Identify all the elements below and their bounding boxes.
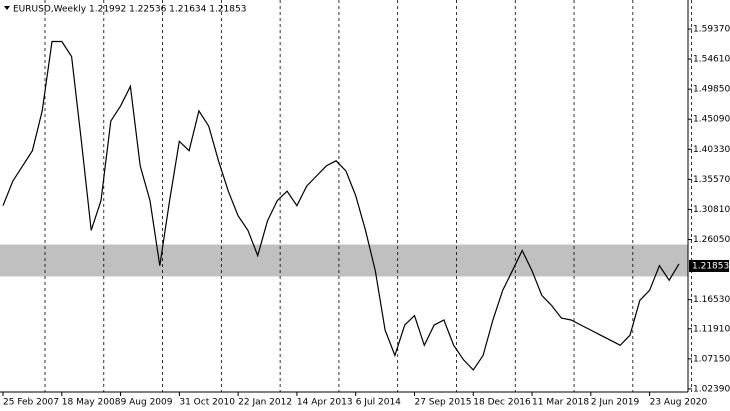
x-tick-label: 11 Mar 2018 xyxy=(532,398,589,408)
x-tick-label: 6 Jul 2014 xyxy=(356,398,401,408)
y-tick-label: 1.30810 xyxy=(693,205,730,215)
y-tick-label: 1.16530 xyxy=(693,295,730,305)
x-tick-label: 18 May 2008 xyxy=(62,398,121,408)
x-tick-label: 27 Sep 2015 xyxy=(414,398,471,408)
x-tick-label: 25 Feb 2007 xyxy=(3,398,59,408)
y-tick-label: 1.35570 xyxy=(693,175,730,185)
menu-arrow[interactable] xyxy=(4,6,10,10)
x-tick-label: 9 Aug 2009 xyxy=(121,398,173,408)
last-price-label: 1.21853 xyxy=(692,261,729,271)
y-tick-label: 1.45090 xyxy=(693,115,730,125)
y-tick-label: 1.26050 xyxy=(693,235,730,245)
chart-title: EURUSD,Weekly xyxy=(13,5,87,15)
y-tick-label: 1.49850 xyxy=(693,85,730,95)
y-tick-label: 1.54610 xyxy=(693,55,730,65)
y-tick-label: 1.11910 xyxy=(693,324,730,334)
x-tick-label: 23 Aug 2020 xyxy=(650,398,708,408)
x-tick-label: 14 Apr 2013 xyxy=(297,398,353,408)
y-tick-label: 1.40330 xyxy=(693,145,730,155)
price-band xyxy=(0,244,688,277)
price-line xyxy=(2,40,680,371)
x-tick-label: 31 Oct 2010 xyxy=(179,398,235,408)
x-tick-label: 2 Jun 2019 xyxy=(591,398,640,408)
chart-subtitle: 1.21992 1.22536 1.21634 1.21853 xyxy=(89,5,246,15)
x-tick-label: 22 Jan 2012 xyxy=(238,398,292,408)
x-tick-label: 18 Dec 2016 xyxy=(473,398,531,408)
y-tick-label: 1.59370 xyxy=(693,25,730,35)
plot-area xyxy=(0,0,693,392)
last-price-box xyxy=(689,259,729,272)
y-tick-label: 1.07150 xyxy=(693,354,730,364)
y-tick-label: 1.02390 xyxy=(693,384,730,394)
